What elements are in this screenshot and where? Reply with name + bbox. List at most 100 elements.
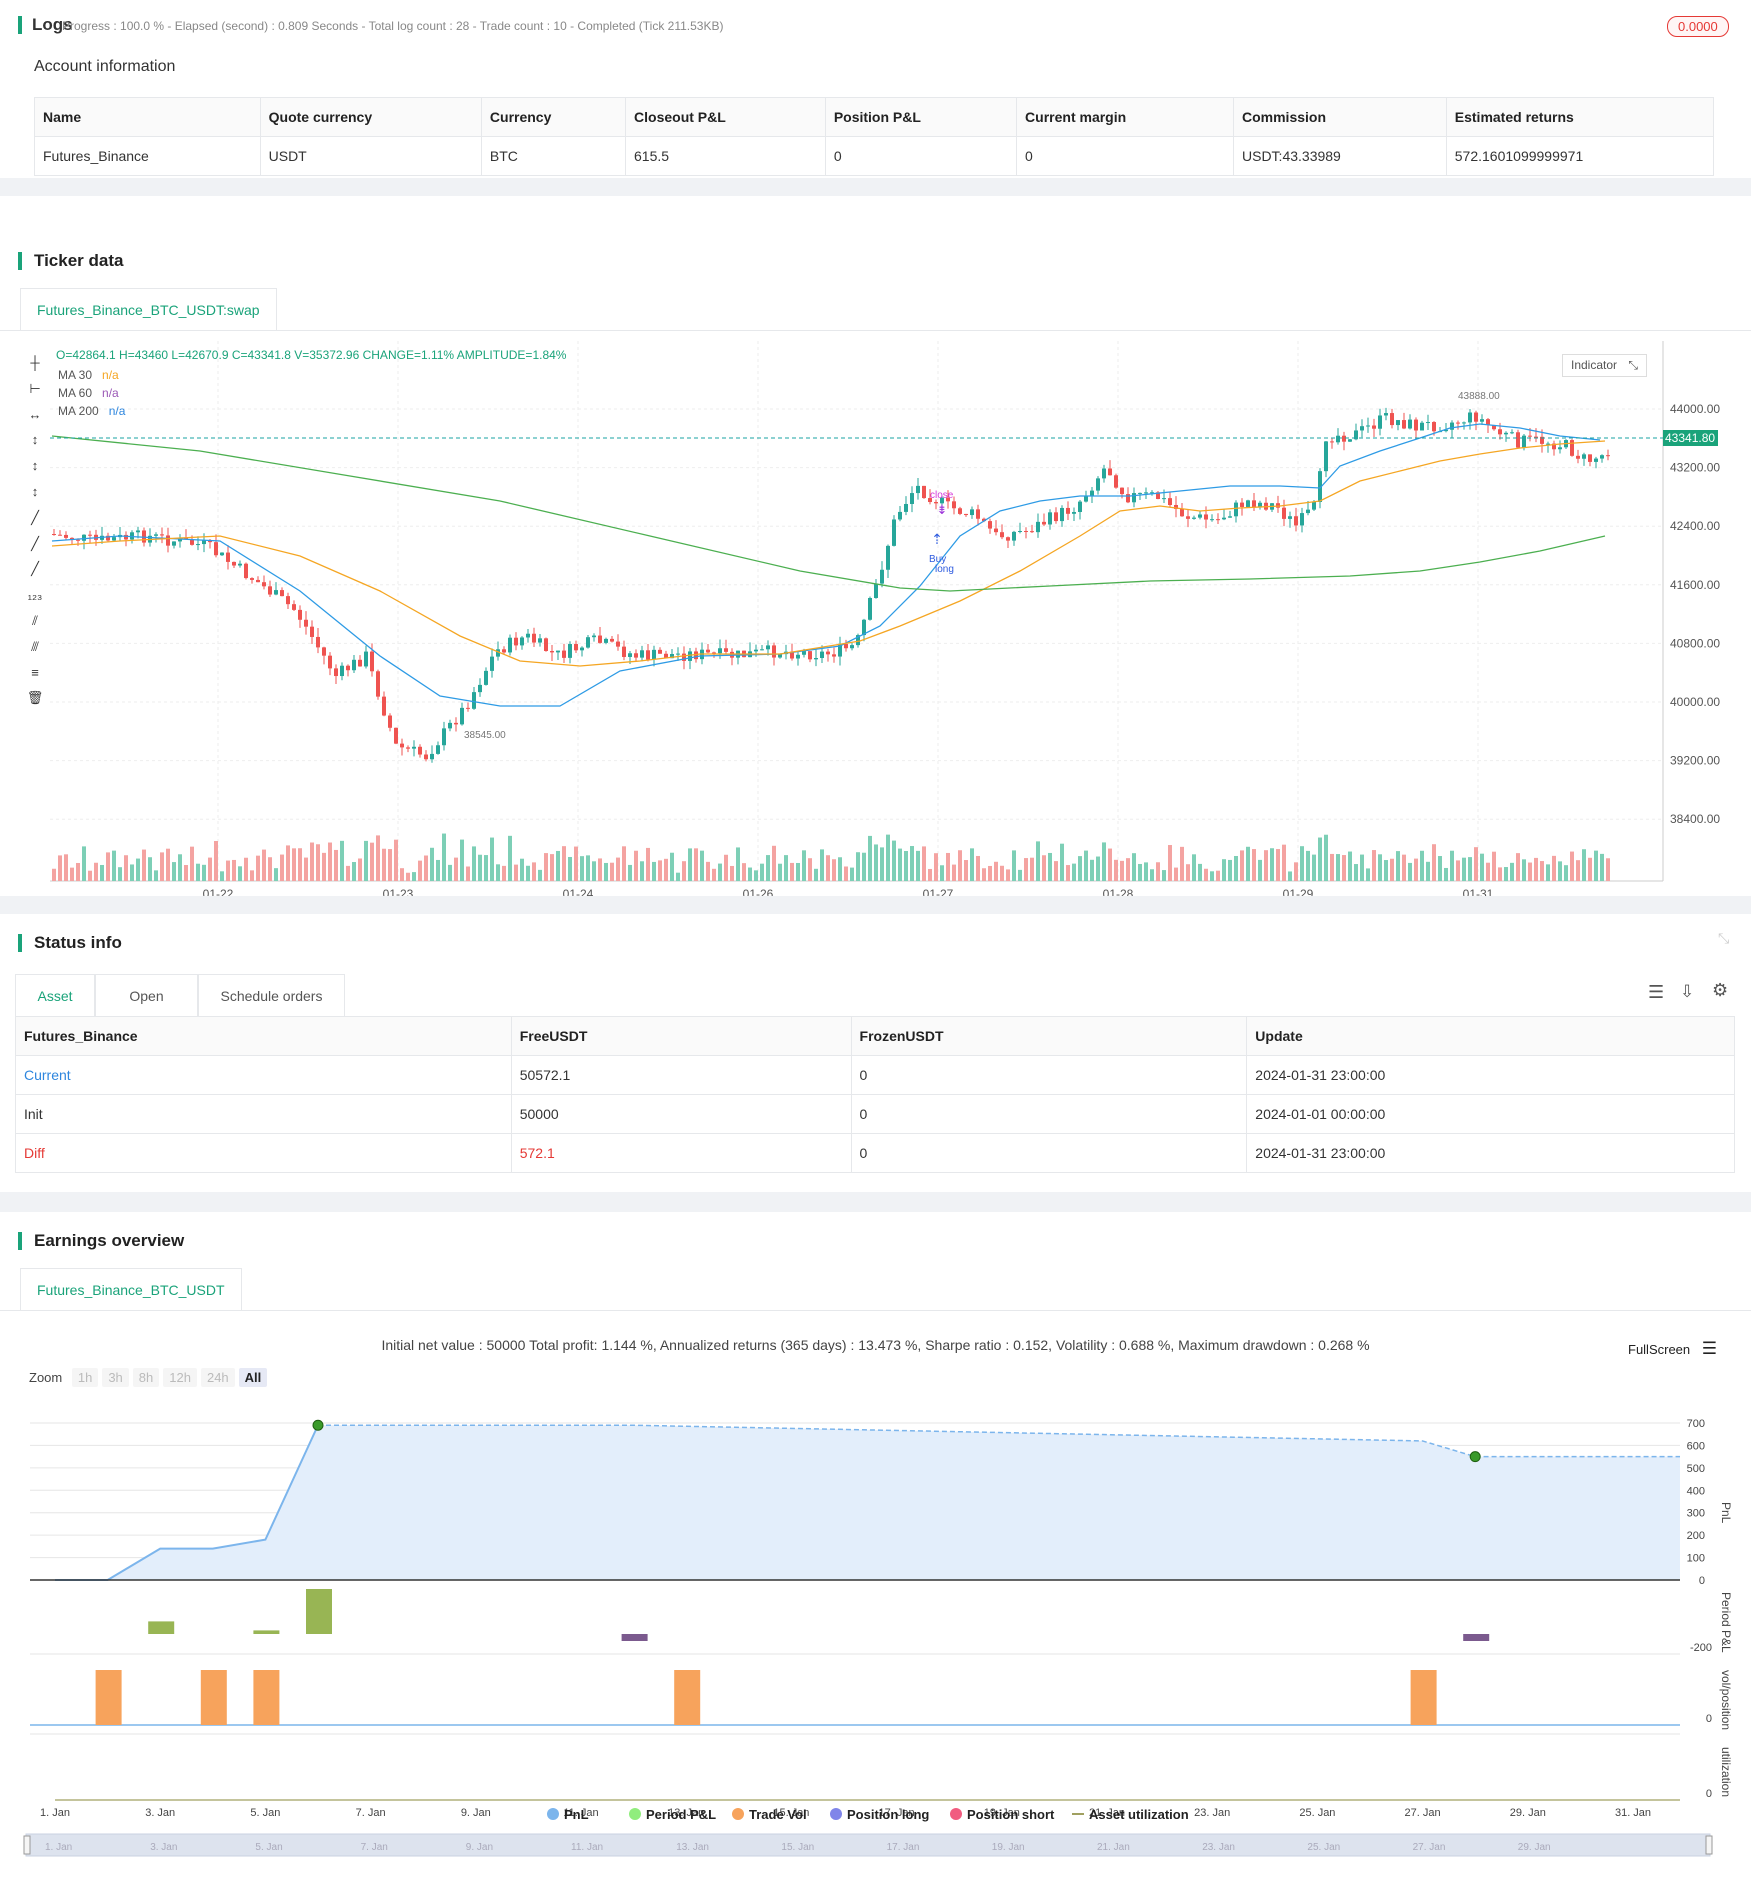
navigator-tick-label: 17. Jan bbox=[887, 1842, 920, 1853]
candle-body bbox=[400, 743, 404, 748]
vertical-ray-icon[interactable]: ↕ bbox=[31, 484, 39, 499]
legend-item[interactable]: Position short bbox=[950, 1807, 1055, 1822]
candle-body bbox=[688, 651, 692, 661]
candle-body bbox=[1210, 519, 1214, 521]
vertical-segment-icon[interactable]: ↕ bbox=[31, 458, 39, 474]
ray-line-icon[interactable]: ╱ bbox=[31, 535, 39, 551]
candle-body bbox=[1186, 516, 1190, 519]
zoom-1h[interactable]: 1h bbox=[71, 1368, 99, 1387]
volume-bar bbox=[304, 857, 308, 881]
candle-body bbox=[1168, 498, 1172, 505]
tab-asset[interactable]: Asset bbox=[15, 974, 95, 1016]
table-row: Current 50572.1 0 2024-01-31 23:00:00 bbox=[15, 1055, 1735, 1095]
pnl-tick-label: 400 bbox=[1687, 1485, 1705, 1497]
pitchfork-icon[interactable]: ⫻ bbox=[31, 638, 39, 654]
fib-levels-icon[interactable]: ≡ bbox=[31, 664, 39, 680]
candle-body bbox=[1174, 504, 1178, 510]
tab-open-orders[interactable]: Open orders bbox=[95, 974, 198, 1046]
navigator-handle-right[interactable] bbox=[1705, 1835, 1713, 1855]
candle-body bbox=[274, 590, 278, 595]
pnl-tick-label: 600 bbox=[1687, 1440, 1705, 1452]
candle-body bbox=[1024, 531, 1028, 533]
navigator-handle-left[interactable] bbox=[23, 1835, 31, 1855]
candle-body bbox=[1156, 492, 1160, 500]
legend-item[interactable]: Period P&L bbox=[629, 1807, 716, 1822]
volume-bar bbox=[484, 855, 488, 881]
candle-body bbox=[706, 649, 710, 653]
legend-item[interactable]: Asset utilization bbox=[1072, 1807, 1189, 1822]
parallel-channel-icon[interactable]: ⫽ bbox=[32, 613, 38, 628]
candle-body bbox=[838, 643, 842, 657]
candle-body bbox=[664, 653, 668, 659]
zoom-all[interactable]: All bbox=[238, 1368, 268, 1387]
volume-bar bbox=[880, 847, 884, 881]
zoom-12h[interactable]: 12h bbox=[163, 1368, 197, 1387]
volume-bar bbox=[142, 849, 146, 881]
fullscreen-button[interactable]: FullScreen ☰ bbox=[1628, 1339, 1717, 1359]
indicator-button[interactable]: Indicator ⤡ bbox=[1562, 354, 1647, 377]
volume-bar bbox=[1288, 871, 1292, 881]
candle-body bbox=[262, 582, 266, 587]
candle-body bbox=[1042, 521, 1046, 525]
price-label-icon[interactable]: ₁₂₃ bbox=[27, 587, 43, 603]
collapse-icon[interactable]: ⤡ bbox=[1718, 930, 1730, 946]
candle-body bbox=[1138, 492, 1142, 494]
ticker-tab[interactable]: Futures_Binance_BTC_USDT:swap bbox=[20, 288, 277, 330]
volume-bar bbox=[1252, 849, 1256, 881]
candle-body bbox=[1588, 454, 1592, 462]
candle-body bbox=[670, 654, 674, 659]
volume-bar bbox=[202, 864, 206, 881]
vertical-line-icon[interactable]: ↕ bbox=[31, 432, 39, 448]
trash-icon[interactable]: 🗑 bbox=[26, 690, 44, 706]
table-cell: USDT bbox=[259, 136, 482, 176]
volume-bar bbox=[148, 857, 152, 881]
volume-bar bbox=[1204, 868, 1208, 881]
navigator-tick-label: 23. Jan bbox=[1202, 1842, 1235, 1853]
earnings-tab[interactable]: Futures_Binance_BTC_USDT bbox=[20, 1268, 242, 1310]
trend-line-icon[interactable]: ╱ bbox=[31, 509, 39, 525]
volume-bar bbox=[868, 835, 872, 881]
table-cell: 0 bbox=[850, 1055, 1248, 1095]
horizontal-ray-icon[interactable]: ⊢ bbox=[29, 380, 41, 396]
candle-body bbox=[316, 636, 320, 648]
tab-schedule-orders[interactable]: Schedule orders bbox=[198, 974, 345, 1016]
volume-bar bbox=[556, 850, 560, 881]
x-tick-label: 15. Jan bbox=[773, 1807, 809, 1819]
menu-icon[interactable]: ☰ bbox=[1701, 1339, 1718, 1358]
zoom-24h[interactable]: 24h bbox=[200, 1368, 235, 1387]
column-header: Update bbox=[1246, 1016, 1735, 1056]
gear-icon[interactable]: ⚙ bbox=[1712, 980, 1729, 1000]
volume-bar bbox=[1384, 860, 1388, 881]
volume-bar bbox=[598, 858, 602, 881]
crosshair-icon[interactable]: ┼ bbox=[30, 355, 40, 370]
extended-line-icon[interactable]: ╱ bbox=[31, 561, 39, 577]
legend-item[interactable]: Trade Vol bbox=[732, 1807, 807, 1822]
volume-bar bbox=[676, 872, 680, 881]
legend-item[interactable]: Position long bbox=[830, 1807, 929, 1822]
zoom-8h[interactable]: 8h bbox=[132, 1368, 160, 1387]
candle-body bbox=[202, 540, 206, 545]
column-header: FrozenUSDT bbox=[850, 1016, 1248, 1056]
legend-item[interactable]: PnL bbox=[547, 1807, 589, 1822]
volume-bar bbox=[1564, 865, 1568, 881]
volume-bar bbox=[88, 870, 92, 881]
candle-body bbox=[1378, 415, 1382, 429]
volume-bar bbox=[670, 852, 674, 881]
candlestick-chart[interactable]: 44000.00 43200.00 42400.00 41600.00 40800.00… bbox=[0, 336, 1751, 896]
volume-bar bbox=[724, 854, 728, 881]
volume-bar bbox=[652, 861, 656, 881]
horizontal-line-icon[interactable]: ↔ bbox=[28, 406, 42, 422]
candle-body bbox=[520, 637, 524, 646]
list-icon[interactable]: ☰ bbox=[1648, 982, 1665, 1002]
candle-body bbox=[544, 638, 548, 652]
earnings-chart[interactable]: 700 600 500 400 300 200 100 0 PnL -200 Period P&L 0… bbox=[0, 1402, 1751, 1872]
candle-body bbox=[1078, 501, 1082, 512]
volume-bar bbox=[1198, 863, 1202, 881]
candle-body bbox=[1066, 507, 1070, 514]
candle-body bbox=[916, 485, 920, 494]
download-icon[interactable]: ⇩ bbox=[1680, 982, 1695, 1001]
candle-body bbox=[268, 586, 272, 595]
candle-body bbox=[166, 535, 170, 546]
zoom-3h[interactable]: 3h bbox=[102, 1368, 129, 1387]
volume-bar bbox=[1444, 867, 1448, 881]
